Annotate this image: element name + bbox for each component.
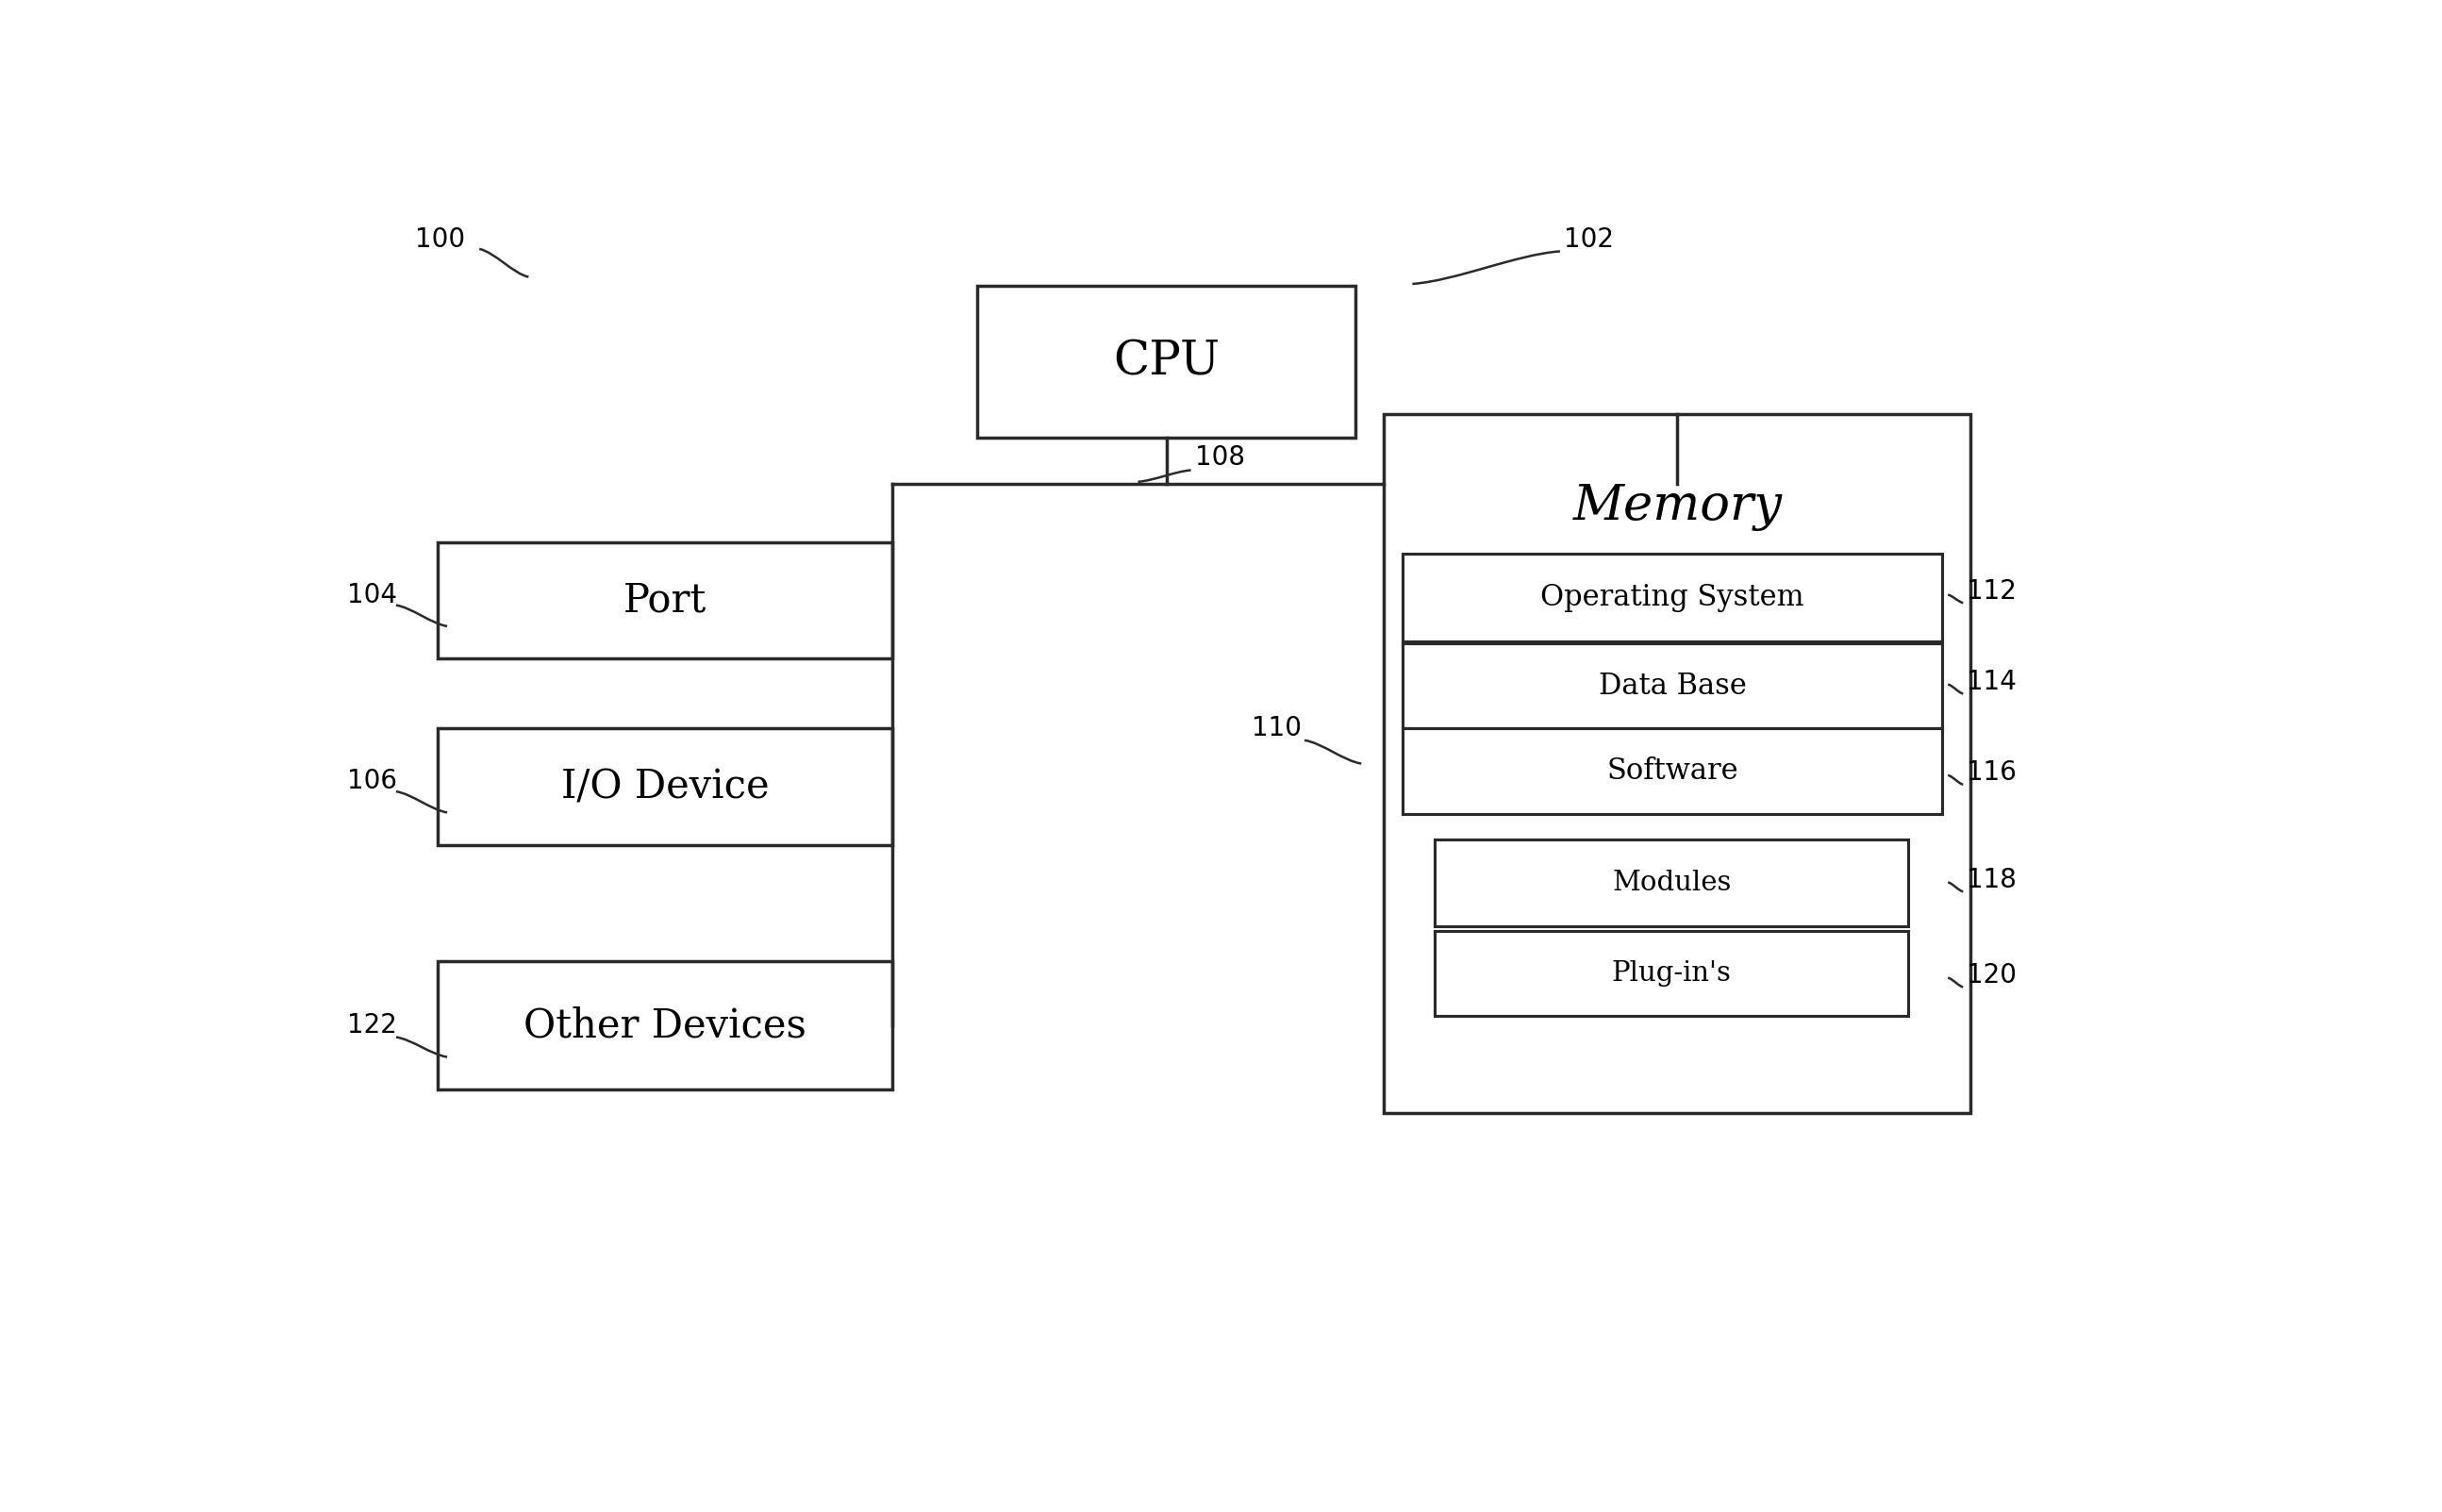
Text: Modules: Modules xyxy=(1612,869,1731,897)
FancyBboxPatch shape xyxy=(1402,644,1941,729)
Text: Plug-in's: Plug-in's xyxy=(1612,960,1731,987)
FancyBboxPatch shape xyxy=(437,543,891,659)
FancyBboxPatch shape xyxy=(1436,839,1907,927)
FancyBboxPatch shape xyxy=(977,286,1355,437)
FancyBboxPatch shape xyxy=(1436,931,1907,1016)
Text: 106: 106 xyxy=(347,768,398,794)
FancyBboxPatch shape xyxy=(1402,729,1941,813)
Text: 110: 110 xyxy=(1250,715,1302,742)
Text: Memory: Memory xyxy=(1573,484,1783,532)
Text: I/O Device: I/O Device xyxy=(562,767,769,807)
Text: Data Base: Data Base xyxy=(1600,671,1746,700)
FancyBboxPatch shape xyxy=(437,962,891,1090)
Text: 122: 122 xyxy=(347,1013,396,1039)
Text: 120: 120 xyxy=(1966,962,2017,989)
Text: 118: 118 xyxy=(1966,866,2017,894)
Text: 104: 104 xyxy=(347,582,398,608)
FancyBboxPatch shape xyxy=(437,729,891,845)
Text: 108: 108 xyxy=(1194,445,1245,470)
Text: 116: 116 xyxy=(1966,759,2017,786)
Text: 100: 100 xyxy=(415,227,464,253)
Text: 114: 114 xyxy=(1966,668,2017,696)
Text: Software: Software xyxy=(1607,756,1739,786)
Text: Port: Port xyxy=(623,581,706,620)
Text: CPU: CPU xyxy=(1114,339,1219,386)
FancyBboxPatch shape xyxy=(1385,414,1971,1113)
Text: Operating System: Operating System xyxy=(1541,584,1805,612)
FancyBboxPatch shape xyxy=(1402,553,1941,641)
Text: 102: 102 xyxy=(1563,227,1614,253)
Text: Other Devices: Other Devices xyxy=(523,1005,806,1045)
Text: 112: 112 xyxy=(1966,578,2017,605)
